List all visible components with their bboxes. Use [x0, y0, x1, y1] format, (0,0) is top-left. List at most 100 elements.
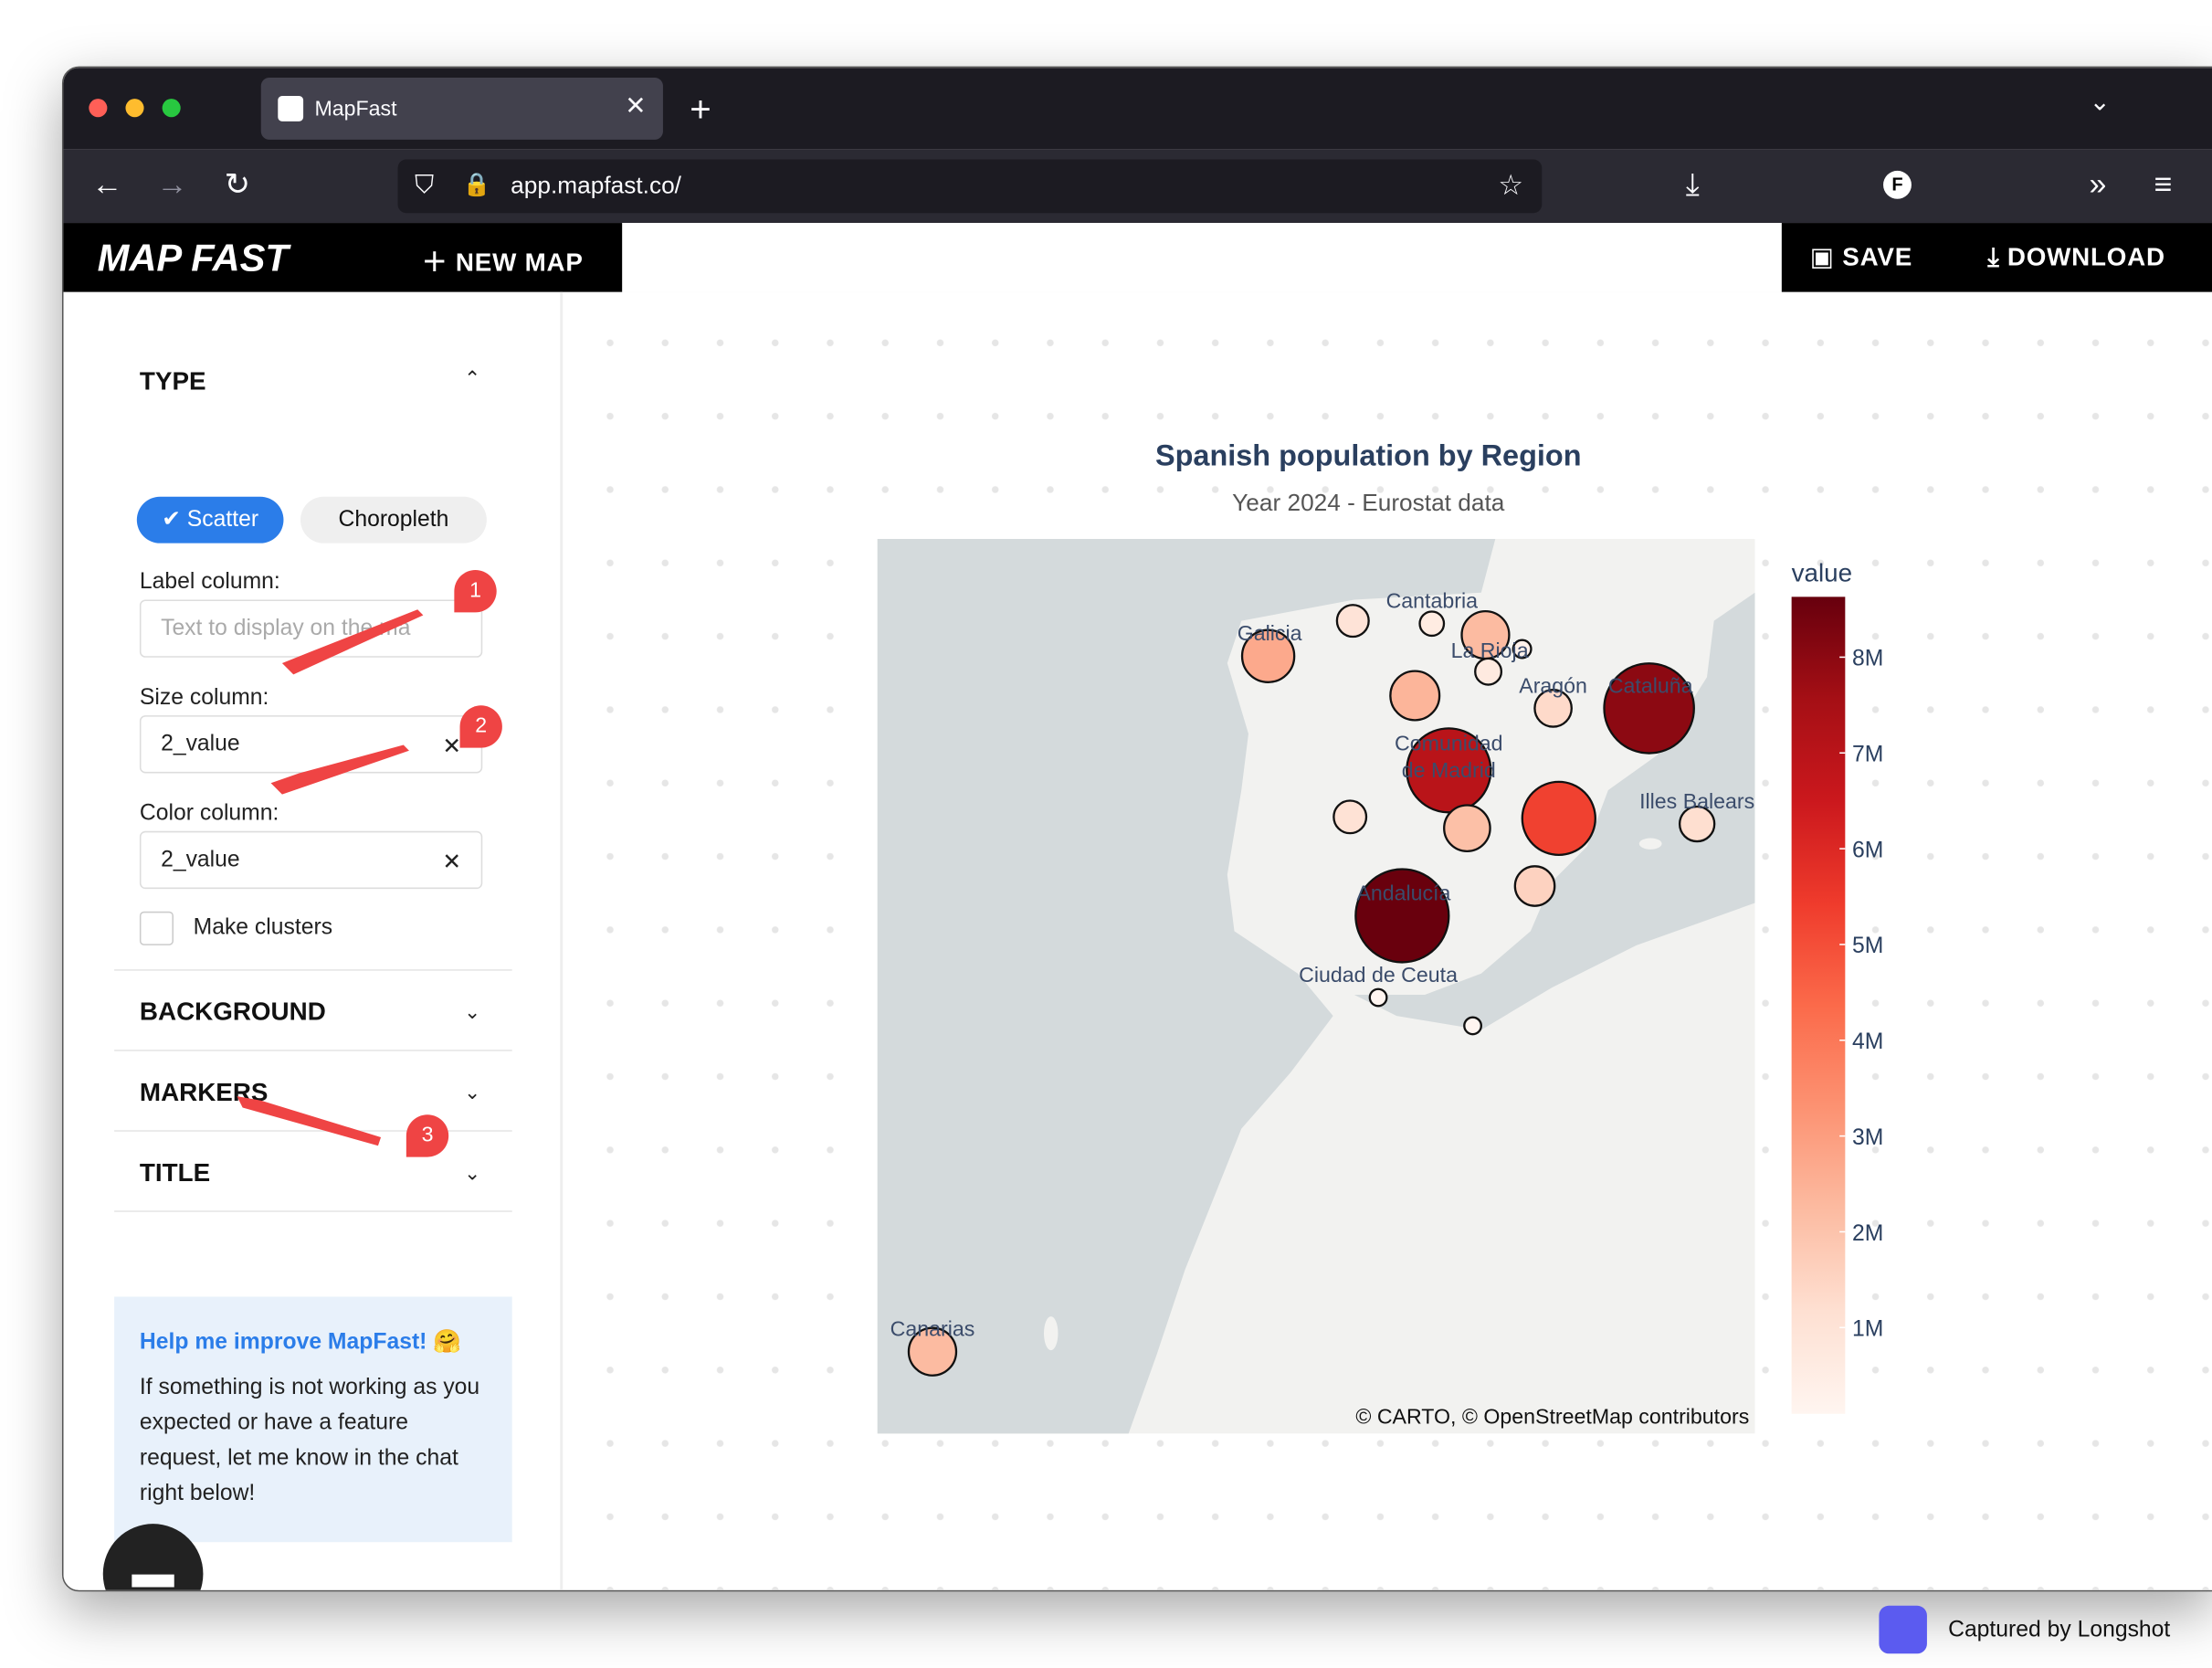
help-title: Help me improve MapFast! 🤗 [139, 1330, 462, 1355]
close-window[interactable] [89, 99, 108, 118]
region-label: Andalucía [1356, 881, 1450, 904]
logo[interactable]: MAP FAST [97, 237, 289, 280]
type-section[interactable]: TYPE [139, 366, 206, 396]
collapse-icon[interactable]: ⌃ [464, 366, 481, 390]
forward[interactable]: → [156, 166, 188, 202]
expand-icon[interactable]: ⌄ [464, 1081, 481, 1103]
new-map-button[interactable]: ＋ NEW MAP [421, 248, 584, 277]
section-header[interactable]: TITLE [139, 1158, 211, 1188]
divider [114, 969, 512, 971]
colorbar-tick-label: 2M [1852, 1221, 1883, 1246]
divider [114, 1210, 512, 1212]
region-label: Canarias [890, 1317, 975, 1341]
bubble [1463, 1016, 1482, 1036]
extension[interactable]: F [1883, 170, 1912, 199]
bubble [907, 1326, 958, 1377]
bubble [1335, 604, 1370, 639]
scatter-label: Scatter [186, 508, 259, 533]
scatter-option[interactable]: ✔ Scatter [136, 496, 284, 544]
tab-list[interactable]: ⌄ [2089, 87, 2111, 116]
colorbar-tick-label: 8M [1852, 647, 1883, 671]
bookmark-star[interactable]: ☆ [1498, 170, 1524, 202]
bubble [1354, 868, 1450, 964]
tab-bar: MapFast ✕ + ⌄ [63, 68, 2212, 150]
annotation-badge: 3 [406, 1114, 449, 1157]
map-title: Spanish population by Region [1155, 439, 1582, 472]
tab-title: MapFast [314, 97, 397, 121]
new-map-label: NEW MAP [455, 248, 584, 277]
clear-icon[interactable]: ✕ [442, 734, 462, 759]
help-body: If something is not working as you expec… [139, 1375, 480, 1506]
arrow [281, 609, 424, 675]
colorbar-tick-label: 1M [1852, 1317, 1883, 1342]
downloads[interactable]: ⤓ [1685, 166, 1700, 202]
region-label: Aragón [1519, 673, 1587, 697]
divider [114, 1050, 512, 1051]
save-label: SAVE [1842, 242, 1913, 271]
colorbar-tick-label: 4M [1852, 1029, 1883, 1054]
save-button[interactable]: ▣ SAVE [1809, 242, 1913, 271]
reload[interactable]: ↻ [224, 166, 251, 202]
zoom-window[interactable] [162, 99, 181, 118]
tab[interactable]: MapFast ✕ [260, 77, 663, 140]
header-left: MAP FAST ＋ NEW MAP [63, 223, 623, 292]
minimize-window[interactable] [125, 99, 144, 118]
bubble [1533, 689, 1573, 728]
app-header: MAP FAST ＋ NEW MAP ▣ SAVE ⤓ DOWNLOAD [63, 223, 2212, 292]
bubble [1418, 610, 1446, 638]
make-clusters-label[interactable]: Make clusters [193, 915, 333, 940]
map-subtitle: Year 2024 - Eurostat data [1232, 489, 1505, 516]
bubble [1240, 628, 1296, 683]
island [1044, 1316, 1059, 1351]
size-column-label: Size column: [139, 685, 269, 710]
bubble [1513, 865, 1556, 907]
section-header[interactable]: BACKGROUND [139, 998, 326, 1026]
more-tools[interactable]: » [2089, 166, 2107, 202]
annotation-arrows [237, 609, 424, 1146]
colorbar-title: value [1792, 558, 1852, 586]
header-right: ▣ SAVE ⤓ DOWNLOAD [1781, 223, 2212, 292]
colorbar-tick-label: 7M [1852, 743, 1883, 767]
clear-icon[interactable]: ✕ [442, 850, 462, 875]
divider [114, 1130, 512, 1132]
region-label: Comunidad de Madrid [1395, 732, 1503, 784]
chat-button[interactable]: ▬ [102, 1524, 204, 1590]
colorbar-tick-label: 3M [1852, 1125, 1883, 1150]
longshot-icon [1879, 1605, 1927, 1654]
expand-icon[interactable]: ⌄ [464, 1000, 481, 1023]
color-column-value: 2_value [161, 848, 240, 872]
region-label: Galicia [1238, 621, 1302, 645]
shield-icon: ⛉ [415, 170, 434, 199]
choropleth-option[interactable]: Choropleth [300, 496, 487, 544]
bubble [1443, 804, 1491, 853]
annotation-badge: 2 [459, 705, 502, 748]
region-label-box: Comunidad de Madrid [1395, 732, 1503, 784]
bubble [1474, 657, 1503, 686]
lock-icon: 🔒 [462, 173, 491, 198]
arrow [237, 1096, 382, 1146]
download-label: DOWNLOAD [2007, 242, 2165, 271]
bubble [1678, 805, 1716, 843]
annotation-badge: 1 [454, 570, 497, 613]
arrow [270, 744, 409, 795]
tab-icon [278, 96, 304, 121]
download-button[interactable]: ⤓ DOWNLOAD [1987, 242, 2165, 271]
colorbar-tick-label: 6M [1852, 838, 1883, 862]
region-label: Cataluña [1608, 673, 1693, 697]
url-bar[interactable]: ⛉ 🔒 app.mapfast.co/ ☆ [397, 159, 1543, 214]
island [1638, 838, 1662, 850]
capture-credit: Captured by Longshot [1948, 1618, 2171, 1642]
checkbox[interactable] [139, 911, 174, 945]
back[interactable]: ← [91, 166, 123, 202]
bubble [1389, 670, 1441, 722]
menu[interactable]: ≡ [2154, 166, 2173, 202]
expand-icon[interactable]: ⌄ [464, 1161, 481, 1184]
bubble [1368, 987, 1388, 1008]
new-tab[interactable]: + [690, 87, 711, 131]
tab-close[interactable]: ✕ [625, 91, 647, 121]
sea [877, 539, 1496, 1434]
color-column-select[interactable]: 2_value ✕ [139, 830, 483, 890]
